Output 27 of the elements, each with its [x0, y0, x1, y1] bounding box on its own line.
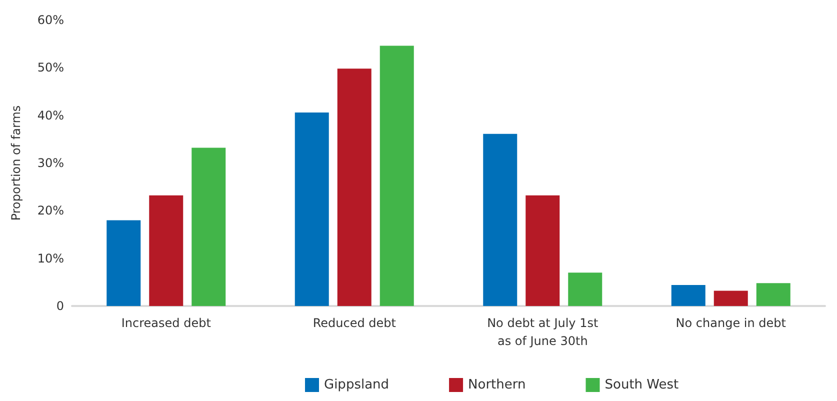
bar — [714, 290, 748, 306]
x-tick-label: No debt at July 1st as of June 30th — [487, 316, 598, 348]
bar — [337, 68, 372, 306]
y-tick-label: 50% — [37, 60, 64, 75]
bar — [526, 195, 560, 306]
y-tick-label: 40% — [37, 108, 64, 122]
bar — [380, 46, 414, 306]
bar — [568, 272, 602, 306]
bar — [294, 112, 329, 306]
y-axis-title: Proportion of farms — [9, 105, 23, 221]
y-tick-label: 60% — [37, 13, 64, 27]
bar — [192, 148, 226, 306]
y-tick-label: 10% — [37, 251, 64, 266]
y-tick-label: 20% — [37, 204, 64, 218]
bar — [483, 134, 518, 306]
bar — [106, 220, 141, 306]
bar — [756, 283, 790, 306]
legend-label: Northern — [468, 378, 526, 392]
legend-label: South West — [604, 378, 679, 392]
x-tick-label: Reduced debt — [312, 316, 396, 330]
bar — [671, 285, 706, 306]
legend-label: Gippsland — [324, 378, 390, 392]
x-tick-label: No change in debt — [676, 316, 786, 330]
y-tick-label: 0 — [56, 299, 64, 313]
y-tick-label: 30% — [37, 156, 64, 170]
x-tick-label: Increased debt — [121, 316, 212, 330]
bar — [149, 195, 184, 306]
